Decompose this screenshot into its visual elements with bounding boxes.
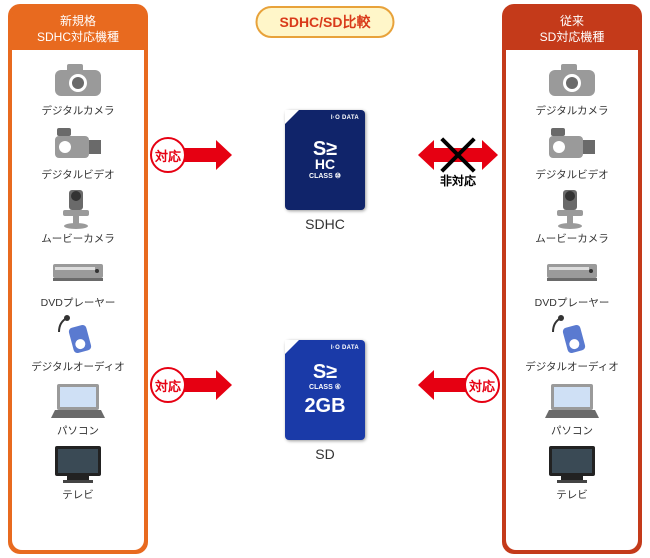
sd-card-block: I·O DATA S≥ CLASS ④ 2GB SD: [285, 340, 365, 462]
tv-icon: [543, 440, 601, 486]
device-video: デジタルビデオ: [31, 120, 125, 182]
sd-label: SD: [315, 446, 334, 462]
device-dvd: DVDプレーヤー: [525, 248, 619, 310]
sd-class: CLASS ④: [309, 383, 341, 391]
device-tv: テレビ: [31, 440, 125, 502]
arrow-sd-left: 対応: [152, 370, 232, 400]
sdhc-card: I·O DATA S≥ HC CLASS ⑩: [285, 110, 365, 210]
right-column-header: 従来 SD対応機種: [506, 8, 638, 50]
device-label: デジタルカメラ: [42, 103, 115, 118]
left-header-line2: SDHC対応機種: [37, 30, 119, 44]
dvd-icon: [49, 248, 107, 294]
audio-icon: [49, 312, 107, 358]
video-icon: [543, 120, 601, 166]
left-column: 新規格 SDHC対応機種 デジタルカメラデジタルビデオムービーカメラ DVDプレー…: [8, 4, 148, 554]
title-pill: SDHC/SD比較: [255, 6, 394, 38]
device-video: デジタルビデオ: [525, 120, 619, 182]
arrow-sdhc-right: 非対応: [418, 140, 498, 170]
device-camera: デジタルカメラ: [525, 56, 619, 118]
device-camera: デジタルカメラ: [31, 56, 125, 118]
device-label: DVDプレーヤー: [535, 295, 610, 310]
device-label: デジタルカメラ: [536, 103, 609, 118]
noncompat-label: 非対応: [440, 172, 476, 189]
device-movie: ムービーカメラ: [525, 184, 619, 246]
sd-card: I·O DATA S≥ CLASS ④ 2GB: [285, 340, 365, 440]
pc-icon: [543, 376, 601, 422]
sd-brand: I·O DATA: [331, 345, 359, 351]
device-tv: テレビ: [525, 440, 619, 502]
sdhc-label: SDHC: [305, 216, 345, 232]
device-label: デジタルオーディオ: [525, 359, 619, 374]
device-audio: デジタルオーディオ: [31, 312, 125, 374]
device-label: デジタルビデオ: [41, 167, 114, 182]
left-header-line1: 新規格: [60, 14, 96, 28]
device-dvd: DVDプレーヤー: [31, 248, 125, 310]
pc-icon: [49, 376, 107, 422]
right-header-line1: 従来: [560, 14, 584, 28]
device-label: テレビ: [62, 487, 94, 502]
compat-badge: 対応: [150, 137, 186, 173]
sd-logo: S≥: [313, 363, 337, 381]
video-icon: [49, 120, 107, 166]
right-column: 従来 SD対応機種 デジタルカメラデジタルビデオムービーカメラ DVDプレーヤーデ…: [502, 4, 642, 554]
movie-icon: [49, 184, 107, 230]
camera-icon: [49, 56, 107, 102]
sdhc-brand: I·O DATA: [331, 115, 359, 121]
compat-badge: 対応: [464, 367, 500, 403]
sdhc-card-block: I·O DATA S≥ HC CLASS ⑩ SDHC: [285, 110, 365, 232]
device-label: ムービーカメラ: [41, 231, 115, 246]
arrow-sdhc-left: 対応: [152, 140, 232, 170]
device-pc: パソコン: [525, 376, 619, 438]
device-pc: パソコン: [31, 376, 125, 438]
left-column-header: 新規格 SDHC対応機種: [12, 8, 144, 50]
device-label: デジタルビデオ: [535, 167, 608, 182]
right-header-line2: SD対応機種: [540, 30, 605, 44]
dvd-icon: [543, 248, 601, 294]
device-label: パソコン: [57, 423, 99, 438]
movie-icon: [543, 184, 601, 230]
sdhc-logo: S≥ HC: [313, 140, 337, 171]
audio-icon: [543, 312, 601, 358]
device-label: テレビ: [556, 487, 588, 502]
sdhc-class: CLASS ⑩: [309, 172, 341, 180]
device-label: デジタルオーディオ: [31, 359, 125, 374]
arrow-sd-right: 対応: [418, 370, 498, 400]
camera-icon: [543, 56, 601, 102]
device-label: パソコン: [551, 423, 593, 438]
device-movie: ムービーカメラ: [31, 184, 125, 246]
device-audio: デジタルオーディオ: [525, 312, 619, 374]
compat-badge: 対応: [150, 367, 186, 403]
sd-capacity: 2GB: [304, 395, 345, 418]
device-label: DVDプレーヤー: [41, 295, 116, 310]
device-label: ムービーカメラ: [535, 231, 609, 246]
tv-icon: [49, 440, 107, 486]
